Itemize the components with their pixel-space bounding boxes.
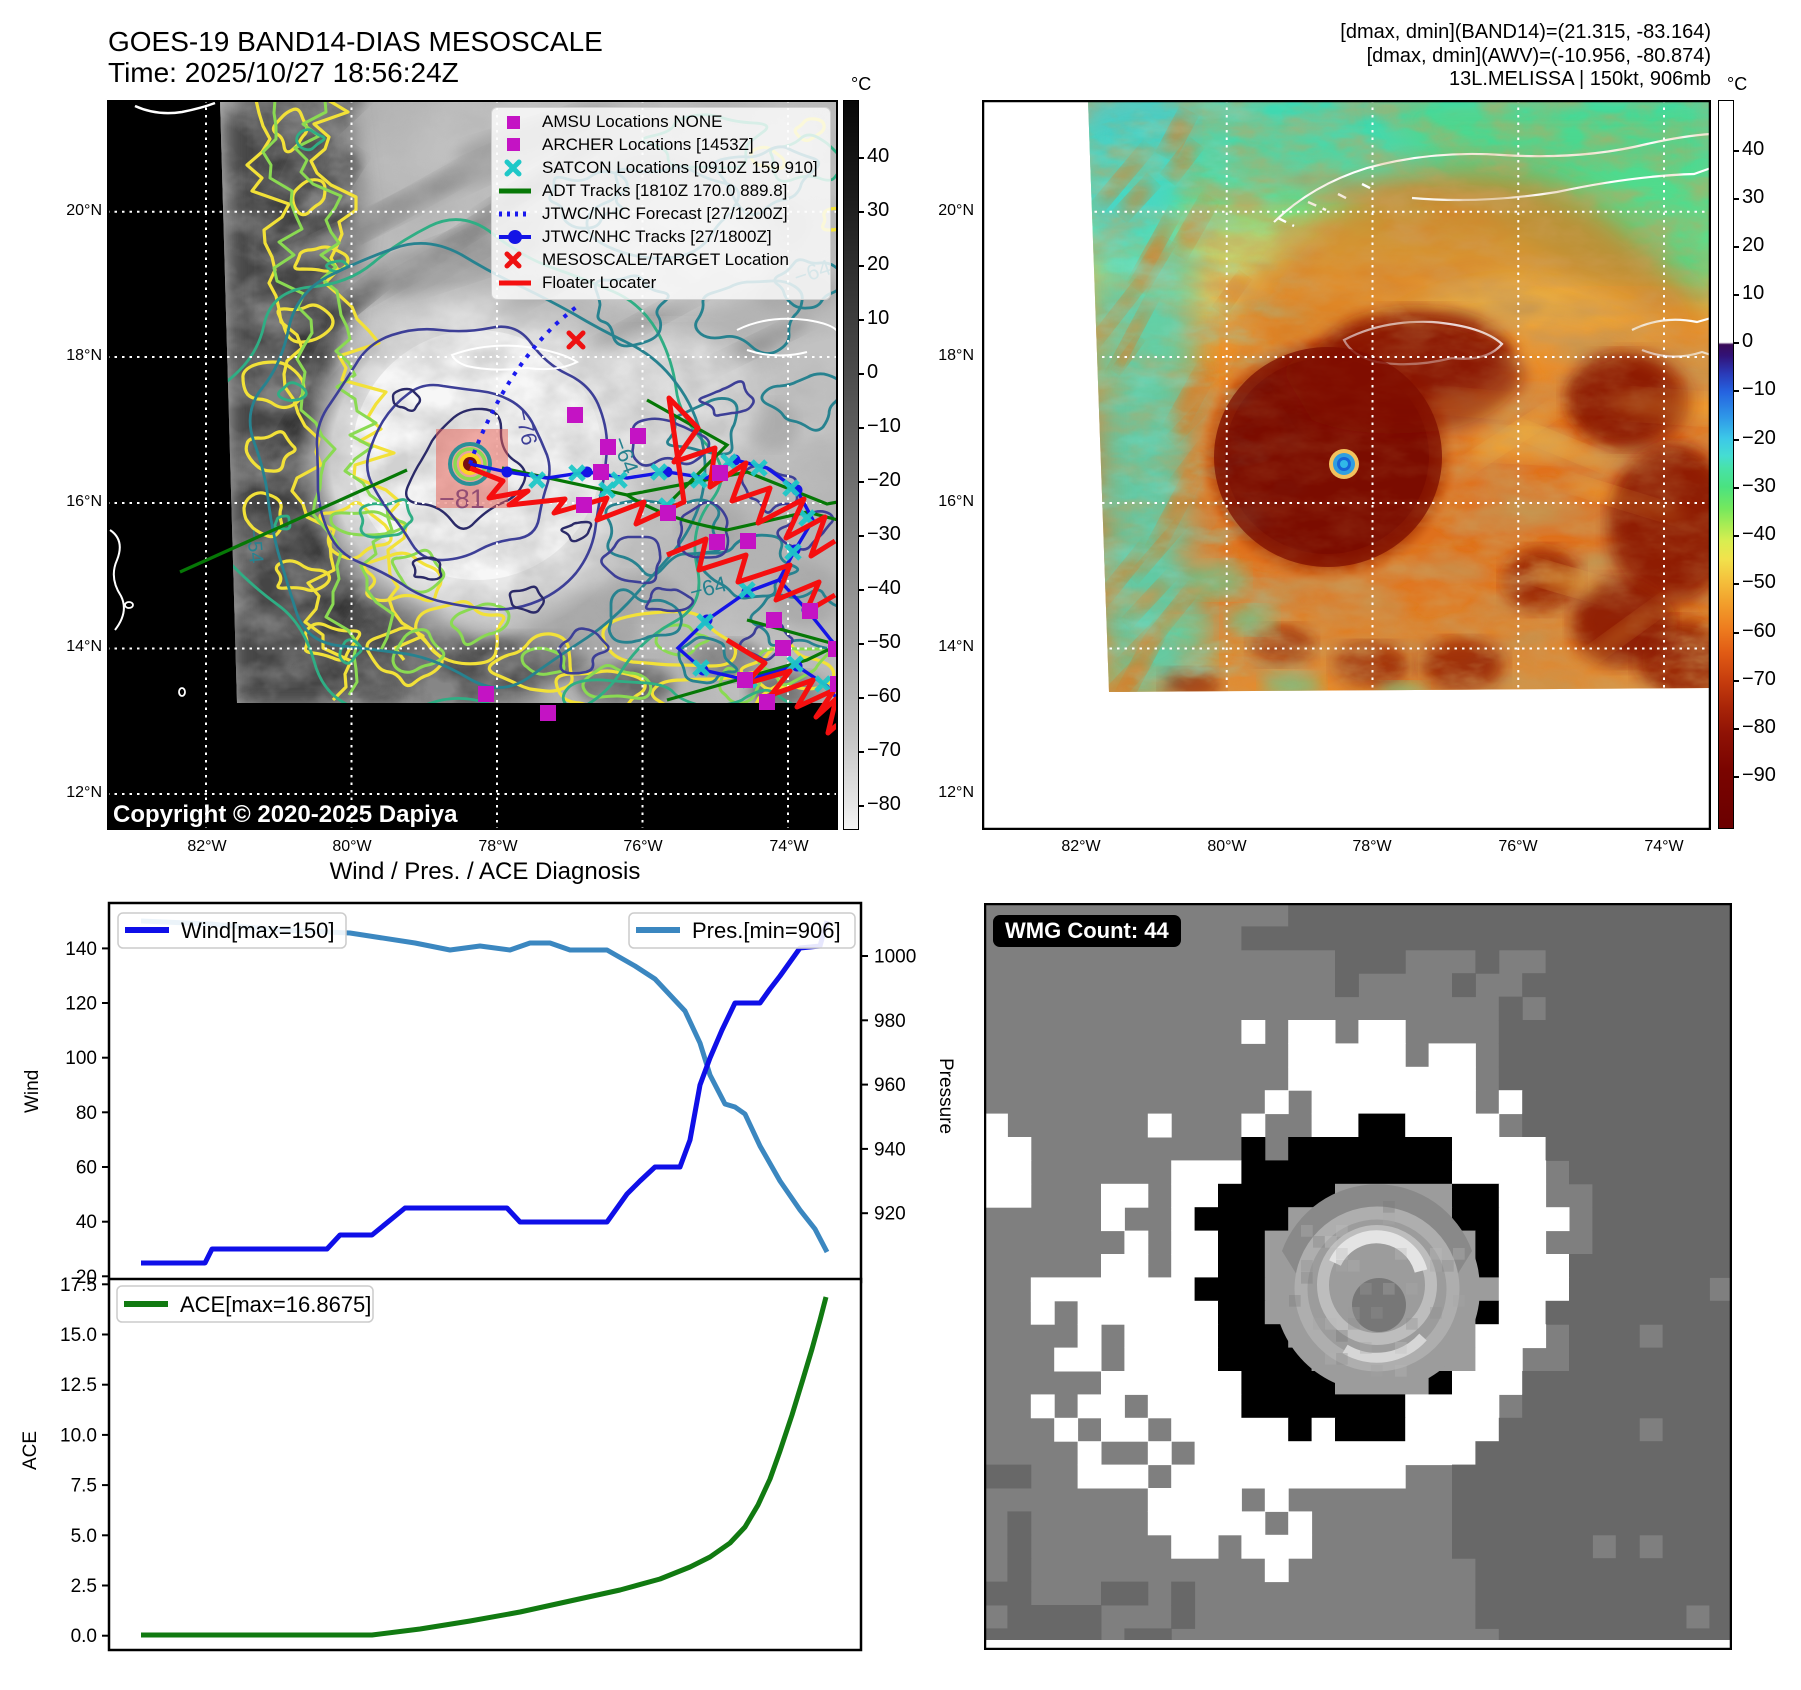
svg-text:40: 40 (76, 1212, 97, 1233)
svg-text:0.0: 0.0 (71, 1626, 97, 1647)
svg-text:960: 960 (874, 1075, 906, 1096)
svg-text:20: 20 (76, 1267, 97, 1288)
svg-text:140: 140 (65, 939, 97, 960)
svg-text:5.0: 5.0 (71, 1526, 97, 1547)
svg-text:Copyright © 2020-2025 Dapiya: Copyright © 2020-2025 Dapiya (113, 801, 458, 828)
svg-text:15.0: 15.0 (60, 1325, 97, 1346)
svg-text:1000: 1000 (874, 947, 916, 968)
svg-text:ACE[max=16.8675]: ACE[max=16.8675] (180, 1292, 371, 1317)
svg-text:Pres.[min=906]: Pres.[min=906] (692, 918, 841, 943)
svg-text:80: 80 (76, 1103, 97, 1124)
svg-text:920: 920 (874, 1204, 906, 1225)
svg-text:17.5: 17.5 (60, 1277, 97, 1296)
svg-text:12.5: 12.5 (60, 1375, 97, 1396)
svg-text:Wind[max=150]: Wind[max=150] (181, 918, 334, 943)
svg-text:940: 940 (874, 1139, 906, 1160)
svg-text:980: 980 (874, 1011, 906, 1032)
svg-text:100: 100 (65, 1048, 97, 1069)
svg-text:2.5: 2.5 (71, 1576, 97, 1597)
svg-text:10.0: 10.0 (60, 1425, 97, 1446)
svg-text:120: 120 (65, 994, 97, 1015)
svg-text:60: 60 (76, 1158, 97, 1179)
svg-text:7.5: 7.5 (71, 1476, 97, 1497)
